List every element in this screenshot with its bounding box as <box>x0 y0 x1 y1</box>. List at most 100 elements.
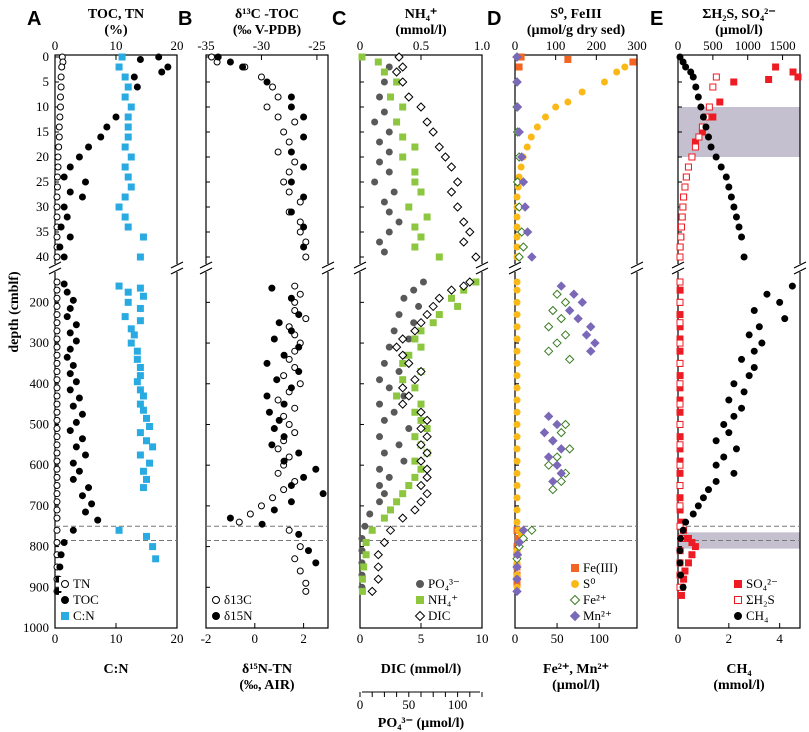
data-point <box>400 457 408 465</box>
data-point <box>265 408 273 416</box>
data-point <box>133 83 141 91</box>
data-point <box>613 68 621 76</box>
legend-label: CH₄ <box>746 608 769 623</box>
data-point <box>312 465 320 473</box>
data-point <box>434 293 445 303</box>
data-point <box>124 288 132 296</box>
legend-label: C:N <box>73 608 95 623</box>
depth-axis-label: depth (cmblf) <box>7 271 22 353</box>
depth-tick-label: 5 <box>43 74 50 89</box>
data-point <box>523 143 531 151</box>
data-point <box>417 233 425 241</box>
data-point <box>53 335 61 343</box>
series--13c <box>208 53 310 595</box>
data-point <box>422 472 432 483</box>
data-point <box>280 351 288 359</box>
data-point <box>512 550 523 560</box>
bottom-axis-title: Fe²⁺, Mn²⁺ <box>543 662 609 677</box>
data-point <box>416 497 426 507</box>
data-point <box>676 53 684 61</box>
data-point <box>394 52 404 62</box>
data-point <box>395 311 403 319</box>
data-point <box>552 460 562 470</box>
data-point <box>458 237 469 247</box>
data-point <box>295 530 303 538</box>
data-point <box>296 228 304 236</box>
data-point <box>380 514 388 522</box>
data-point <box>676 441 684 449</box>
data-point <box>738 233 746 241</box>
data-point <box>397 62 408 72</box>
data-point <box>725 396 733 404</box>
legend-label: δ13C <box>224 592 252 607</box>
data-point <box>387 506 394 514</box>
data-point <box>54 153 62 161</box>
data-point <box>411 168 419 176</box>
bottom-axis-title: DIC (mmol/l) <box>381 662 462 677</box>
data-point <box>376 376 384 384</box>
axis-break-mark <box>508 261 522 269</box>
data-point <box>280 178 288 186</box>
data-point <box>514 252 524 262</box>
data-point <box>380 359 388 367</box>
data-point <box>53 173 61 181</box>
data-point <box>208 53 216 61</box>
data-point <box>513 213 521 221</box>
axis-break-mark <box>199 261 213 269</box>
data-point <box>417 400 425 408</box>
data-point <box>448 294 455 302</box>
data-point <box>280 433 288 441</box>
data-point <box>513 408 521 416</box>
top-axis-unit: (%) <box>104 23 128 38</box>
data-point <box>53 392 61 400</box>
data-point <box>55 133 63 141</box>
data-point <box>312 559 320 567</box>
data-point <box>56 93 64 101</box>
data-point <box>214 53 222 61</box>
data-point <box>280 128 288 136</box>
data-point <box>730 78 738 86</box>
data-point <box>53 302 61 310</box>
top-tick-label: -35 <box>197 38 214 53</box>
data-point <box>542 113 549 121</box>
data-point <box>410 286 418 294</box>
data-point <box>53 514 61 522</box>
top-tick-label: 100 <box>546 38 566 53</box>
data-point <box>410 326 420 336</box>
top-tick-label: -25 <box>308 38 325 53</box>
data-point <box>512 102 523 112</box>
data-point <box>274 396 282 404</box>
data-point <box>677 223 685 231</box>
data-point <box>454 302 462 310</box>
data-point <box>513 384 521 392</box>
data-point <box>548 305 558 316</box>
data-point <box>676 547 684 555</box>
data-point <box>358 575 366 583</box>
data-point <box>758 339 766 347</box>
legend: PO₄³⁻NH₄⁺DIC <box>414 576 470 623</box>
data-point <box>55 143 63 151</box>
data-point <box>564 98 572 106</box>
data-point <box>53 203 61 211</box>
data-point <box>716 98 724 106</box>
legend-label: Fe(III) <box>583 560 618 575</box>
data-point <box>291 429 299 437</box>
data-point <box>124 123 132 131</box>
data-point <box>258 520 266 528</box>
data-point <box>763 290 771 298</box>
data-point <box>776 298 784 306</box>
data-point <box>527 525 537 536</box>
series-dic <box>367 52 481 597</box>
data-point <box>781 315 789 323</box>
data-point <box>53 400 61 408</box>
legend-bg <box>569 609 625 623</box>
data-point <box>136 56 144 63</box>
data-point <box>556 444 566 454</box>
data-point <box>136 363 144 371</box>
data-point <box>688 551 696 559</box>
data-point <box>361 522 369 530</box>
top-axis-title: ΣH₂S, SO₄²⁻ <box>702 7 776 22</box>
top-tick-label: 10 <box>110 38 123 53</box>
data-point <box>694 502 702 510</box>
